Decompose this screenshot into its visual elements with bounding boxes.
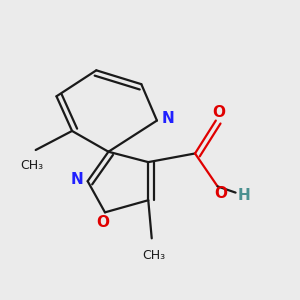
Text: N: N: [162, 111, 174, 126]
Text: H: H: [237, 188, 250, 202]
Text: N: N: [71, 172, 84, 187]
Text: O: O: [214, 186, 227, 201]
Text: CH₃: CH₃: [21, 159, 44, 172]
Text: O: O: [212, 105, 225, 120]
Text: O: O: [97, 215, 110, 230]
Text: CH₃: CH₃: [142, 249, 165, 262]
